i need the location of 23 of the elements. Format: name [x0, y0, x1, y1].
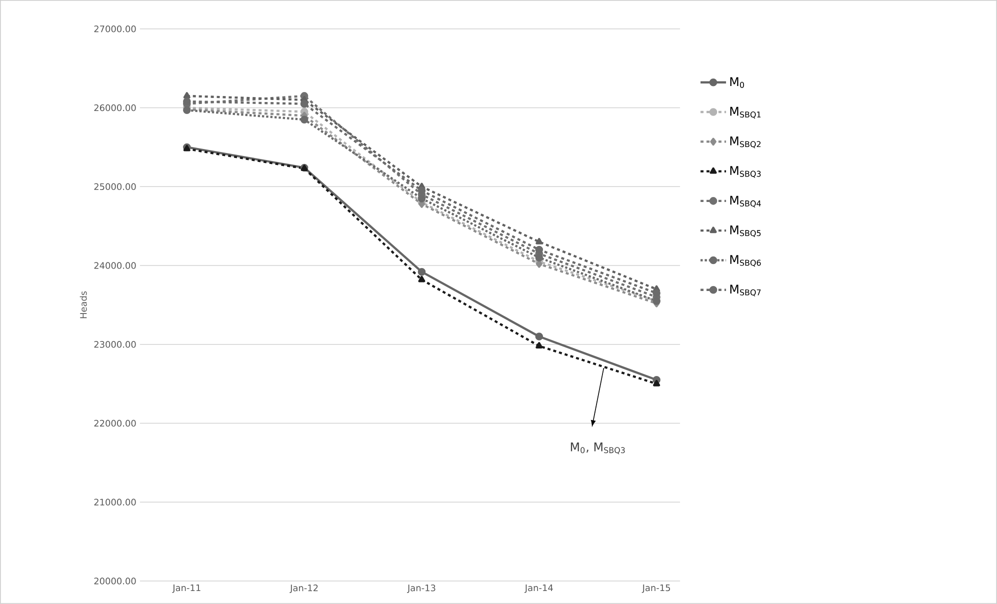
y-tick-label: 26000.00 — [94, 104, 136, 112]
y-tick-label: 27000.00 — [94, 26, 136, 32]
legend-label: M$_{SBQ6}$ — [730, 255, 761, 267]
x-tick-label: Jan-14 — [524, 584, 553, 593]
legend-label: M$_{SBQ7}$ — [730, 284, 761, 296]
legend-label: M$_{SBQ1}$ — [730, 106, 761, 118]
annotation: M$_{0}$, M$_{SBQ3}$ — [570, 442, 625, 454]
x-tick-label: Jan-11 — [172, 584, 200, 593]
y-tick-label: 21000.00 — [94, 498, 136, 506]
legend-label: M$_{SBQ3}$ — [730, 166, 761, 178]
y-tick-label: 23000.00 — [94, 341, 136, 348]
y-tick-label: 25000.00 — [94, 183, 136, 190]
x-tick-label: Jan-12 — [290, 584, 318, 594]
legend-label: M$_{SBQ5}$ — [730, 226, 761, 238]
y-axis-title: Heads — [80, 291, 87, 318]
y-tick-label: 22000.00 — [94, 420, 136, 427]
legend-label: M$_{SBQ4}$ — [730, 196, 761, 208]
y-tick-label: 20000.00 — [94, 578, 136, 584]
legend-label: M$_{SBQ2}$ — [730, 136, 761, 148]
x-tick-label: Jan-15 — [642, 584, 670, 593]
y-tick-label: 24000.00 — [94, 262, 136, 269]
x-tick-label: Jan-13 — [407, 584, 436, 594]
legend-label: M$_{0}$ — [730, 77, 744, 88]
